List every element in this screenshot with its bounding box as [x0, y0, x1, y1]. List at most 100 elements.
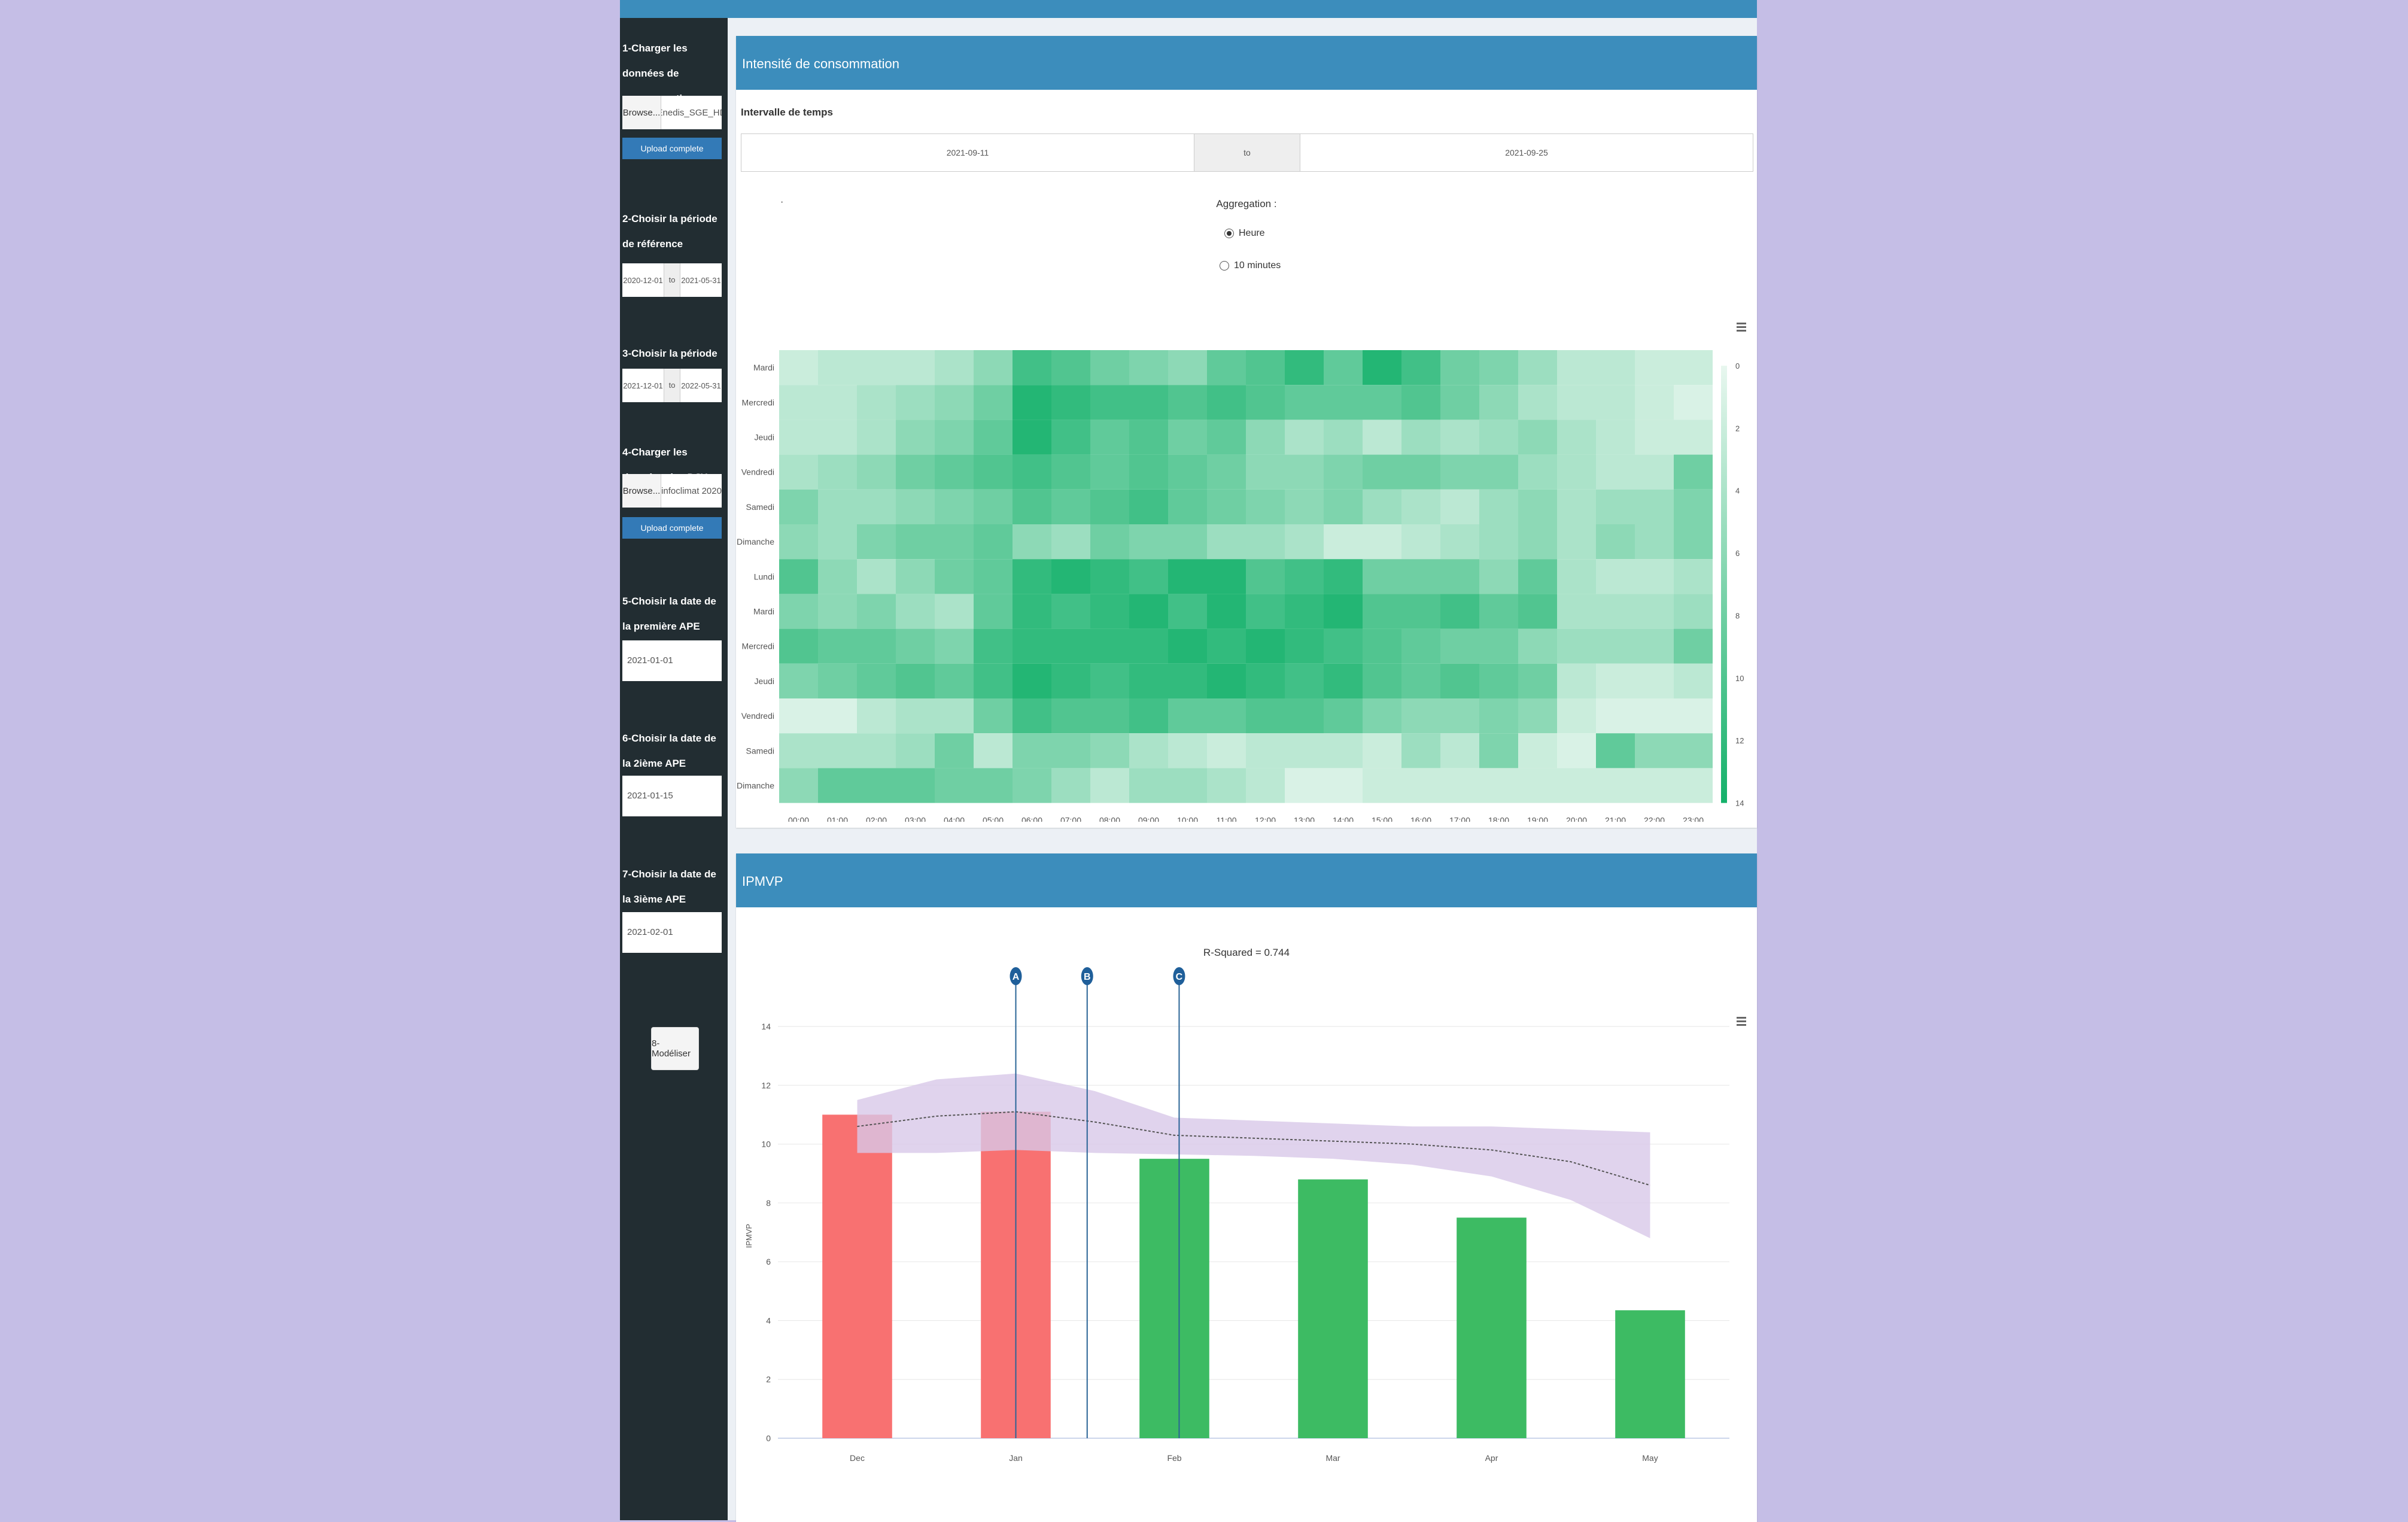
heatmap-cell — [857, 628, 896, 664]
heatmap-cell — [1129, 768, 1168, 803]
heatmap-cell — [1168, 698, 1207, 734]
heatmap-cell — [857, 663, 896, 698]
ape-marker-flag[interactable] — [1173, 967, 1185, 985]
heatmap-cell — [818, 420, 857, 455]
heatmap-cell — [1401, 454, 1440, 490]
heatmap-cell — [896, 420, 935, 455]
hamburger-menu-icon[interactable] — [1737, 1017, 1746, 1028]
heatmap-cell — [1401, 628, 1440, 664]
heatmap-cell — [1518, 454, 1557, 490]
heatmap-cell — [896, 663, 935, 698]
heatmap-cell — [974, 594, 1013, 629]
bar-mar[interactable] — [1298, 1179, 1368, 1438]
heatmap-cell — [779, 559, 818, 594]
heatmap-col-label: 03:00 — [905, 816, 926, 822]
x-tick-label: May — [1642, 1453, 1658, 1463]
heatmap-cell — [857, 489, 896, 524]
heatmap-cell — [1518, 420, 1557, 455]
dju-file-input[interactable]: Browse... infoclimat 2020 — [622, 474, 722, 508]
heatmap-cell — [1129, 628, 1168, 664]
heatmap-cell — [1479, 733, 1518, 768]
reference-end-input[interactable]: 2021-05-31 — [681, 275, 721, 285]
consumption-file-input[interactable]: Browse... Enedis_SGE_HD — [622, 96, 722, 129]
interval-start-input[interactable]: 2021-09-11 — [946, 148, 989, 157]
radio-hour[interactable]: Heure — [1224, 228, 1265, 239]
heatmap-cell — [935, 489, 974, 524]
chart-title: R-Squared = 0.744 — [1203, 947, 1290, 958]
heatmap-cell — [1285, 420, 1324, 455]
bar-feb[interactable] — [1139, 1159, 1209, 1438]
heatmap-cell — [1013, 733, 1051, 768]
heatmap-cell — [935, 663, 974, 698]
heatmap-cell — [1518, 385, 1557, 420]
heatmap-cell — [1635, 768, 1674, 803]
heatmap-cell — [1246, 454, 1285, 490]
reference-period-range[interactable]: 2020-12-01 to 2021-05-31 — [622, 263, 722, 297]
x-tick-label: Jan — [1009, 1453, 1023, 1463]
heatmap-cell — [1440, 768, 1479, 803]
radio-button[interactable] — [1224, 229, 1234, 238]
heatmap-cell — [1635, 663, 1674, 698]
heatmap-cell — [1129, 420, 1168, 455]
bar-may[interactable] — [1615, 1310, 1685, 1438]
heatmap-col-label: 07:00 — [1060, 816, 1081, 822]
heatmap-col-label: 05:00 — [983, 816, 1004, 822]
radio-10min[interactable]: 10 minutes — [1220, 260, 1281, 271]
heatmap-cell — [1129, 663, 1168, 698]
monitoring-period-range[interactable]: 2021-12-01 to 2022-05-31 — [622, 369, 722, 402]
heatmap-cell — [1479, 385, 1518, 420]
heatmap-cell — [1207, 350, 1246, 385]
heatmap-cell — [1479, 524, 1518, 560]
monitoring-start-input[interactable]: 2021-12-01 — [623, 381, 663, 390]
model-button[interactable]: 8- Modéliser — [651, 1027, 699, 1070]
heatmap-cell — [1674, 663, 1713, 698]
heatmap-cell — [896, 385, 935, 420]
reference-start-input[interactable]: 2020-12-01 — [623, 275, 663, 285]
bar-dec[interactable] — [822, 1114, 892, 1438]
heatmap-cell — [1479, 489, 1518, 524]
heatmap-cell — [857, 698, 896, 734]
heatmap-col-label: 09:00 — [1138, 816, 1159, 822]
heatmap-cell — [1207, 559, 1246, 594]
heatmap-cell — [1051, 350, 1090, 385]
heatmap-cell — [1207, 768, 1246, 803]
bar-apr[interactable] — [1457, 1217, 1527, 1438]
browse-button[interactable]: Browse... — [622, 96, 661, 129]
y-axis-title: IPMVP — [744, 1224, 753, 1248]
heatmap-row-label: Samedi — [746, 746, 774, 755]
heatmap-cell — [1246, 594, 1285, 629]
browse-button[interactable]: Browse... — [622, 474, 661, 508]
heatmap-col-label: 21:00 — [1605, 816, 1626, 822]
third-ape-date-input[interactable]: 2021-02-01 — [622, 912, 722, 953]
heatmap-col-label: 17:00 — [1449, 816, 1470, 822]
time-interval-range[interactable]: 2021-09-11 to 2021-09-25 — [741, 133, 1753, 172]
heatmap-cell — [974, 420, 1013, 455]
heatmap-cell — [1596, 733, 1635, 768]
hamburger-menu-icon[interactable] — [1737, 323, 1746, 333]
heatmap-cell — [1557, 768, 1596, 803]
monitoring-end-input[interactable]: 2022-05-31 — [681, 381, 721, 390]
heatmap-cell — [1013, 489, 1051, 524]
heatmap-cell — [1674, 489, 1713, 524]
heatmap-cell — [1479, 559, 1518, 594]
ape-marker-flag[interactable] — [1010, 967, 1022, 985]
heatmap-cell — [1324, 594, 1363, 629]
heatmap-row-label: Dimanche — [737, 781, 774, 791]
radio-button[interactable] — [1220, 261, 1229, 271]
heatmap-cell — [1285, 350, 1324, 385]
heatmap-cell — [1168, 594, 1207, 629]
heatmap-cell — [1557, 454, 1596, 490]
heatmap-cell — [1090, 420, 1129, 455]
interval-end-input[interactable]: 2021-09-25 — [1505, 148, 1548, 157]
heatmap-col-label: 02:00 — [866, 816, 887, 822]
heatmap-cell — [1363, 350, 1401, 385]
first-ape-date-input[interactable]: 2021-01-01 — [622, 640, 722, 681]
heatmap-cell — [1168, 559, 1207, 594]
second-ape-date-input[interactable]: 2021-01-15 — [622, 776, 722, 816]
heatmap-cell — [1674, 698, 1713, 734]
heatmap-cell — [857, 420, 896, 455]
heatmap-cell — [1324, 559, 1363, 594]
heatmap-cell — [1440, 698, 1479, 734]
x-tick-label: Feb — [1167, 1453, 1181, 1463]
ape-marker-flag[interactable] — [1081, 967, 1093, 985]
